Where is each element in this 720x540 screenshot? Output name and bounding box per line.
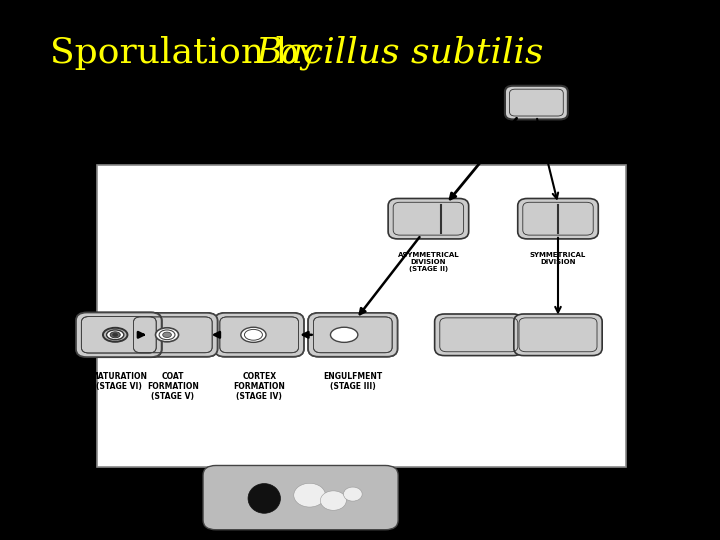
Text: Bacillus subtilis: Bacillus subtilis [256,35,544,69]
FancyBboxPatch shape [76,313,161,357]
FancyBboxPatch shape [97,165,626,467]
FancyBboxPatch shape [128,313,217,357]
FancyBboxPatch shape [128,313,217,357]
Ellipse shape [159,330,175,340]
FancyBboxPatch shape [518,199,598,239]
FancyBboxPatch shape [203,465,398,530]
Ellipse shape [245,329,262,340]
FancyBboxPatch shape [76,313,161,357]
FancyBboxPatch shape [514,314,602,356]
Ellipse shape [163,332,171,338]
Text: COAT
FORMATION
(STAGE V): COAT FORMATION (STAGE V) [147,372,199,401]
Circle shape [320,491,346,510]
FancyBboxPatch shape [435,314,523,356]
Ellipse shape [248,484,281,513]
Text: CORTEX
FORMATION
(STAGE IV): CORTEX FORMATION (STAGE IV) [233,372,285,401]
Text: VEGETATIVE
CELL: VEGETATIVE CELL [518,129,570,148]
Ellipse shape [107,330,124,340]
Circle shape [343,487,362,501]
Ellipse shape [113,333,118,336]
Ellipse shape [330,327,358,342]
Ellipse shape [110,332,120,338]
Circle shape [294,483,325,507]
Text: Sporulation by: Sporulation by [50,35,331,70]
FancyBboxPatch shape [308,313,397,357]
FancyBboxPatch shape [215,313,304,357]
Ellipse shape [156,328,179,342]
FancyBboxPatch shape [505,86,568,119]
Text: ASYMMETRICAL
DIVISION
(STAGE II): ASYMMETRICAL DIVISION (STAGE II) [397,252,459,272]
Text: ENGULFMENT
(STAGE III): ENGULFMENT (STAGE III) [323,372,382,391]
Text: MATURATION
(STAGE VI): MATURATION (STAGE VI) [90,372,148,391]
FancyBboxPatch shape [388,199,469,239]
Text: SYMMETRICAL
DIVISION: SYMMETRICAL DIVISION [530,252,586,265]
Ellipse shape [240,327,266,342]
FancyBboxPatch shape [212,470,389,526]
FancyBboxPatch shape [308,313,397,357]
FancyBboxPatch shape [215,313,304,357]
Ellipse shape [103,328,127,342]
